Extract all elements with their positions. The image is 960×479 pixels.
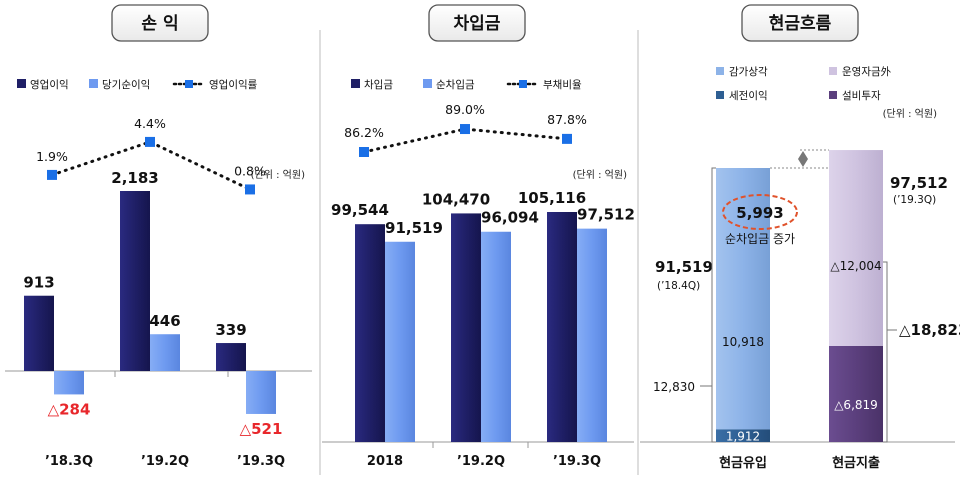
bar xyxy=(481,231,511,442)
legend-swatch xyxy=(89,79,98,88)
bar xyxy=(355,224,385,442)
category-label: 현금유입 xyxy=(719,455,767,471)
legend-marker xyxy=(185,80,193,88)
unit-label: (단위 : 억원) xyxy=(883,107,937,120)
data-label: 104,470 xyxy=(422,190,490,208)
data-label: △284 xyxy=(48,400,91,418)
bar xyxy=(385,241,415,442)
legend-swatch xyxy=(351,79,360,88)
increase-caption: 순차입금 증가 xyxy=(725,232,795,246)
legend-swatch xyxy=(423,79,432,88)
legend-label: 설비투자 xyxy=(842,90,881,102)
data-label: △521 xyxy=(240,420,283,438)
data-label: 99,544 xyxy=(331,201,389,219)
ratio-marker xyxy=(145,136,155,147)
data-label: 446 xyxy=(149,312,180,330)
bar xyxy=(120,191,150,371)
bar-capex xyxy=(829,346,883,442)
ratio-marker xyxy=(460,124,470,135)
legend-label: 감가상각 xyxy=(729,66,768,78)
ratio-label: 87.8% xyxy=(547,112,587,127)
arrow-head xyxy=(798,151,808,160)
bracket-label: △18,823 xyxy=(899,321,960,339)
arrow-head xyxy=(798,159,808,167)
bar xyxy=(54,371,84,395)
ratio-label: 86.2% xyxy=(344,125,384,140)
bracket-label: 12,830 xyxy=(653,380,695,394)
legend-swatch xyxy=(829,91,837,99)
bar xyxy=(150,334,180,371)
data-label: 96,094 xyxy=(481,209,539,227)
ratio-label: 1.9% xyxy=(36,149,68,164)
legend-marker xyxy=(519,80,527,88)
total-sub-label: (’19.3Q) xyxy=(893,194,936,206)
category-label: ’19.2Q xyxy=(457,454,505,469)
legend-swatch xyxy=(716,67,724,75)
category-label: ’19.3Q xyxy=(237,454,285,469)
panel-heading: 손 익 xyxy=(141,14,178,34)
legend-swatch xyxy=(829,67,837,75)
ratio-label: 89.0% xyxy=(445,102,485,117)
bar xyxy=(577,228,607,442)
data-label: 105,116 xyxy=(518,189,586,207)
legend-label: 영업이익률 xyxy=(209,78,258,91)
total-label: 91,519 xyxy=(655,258,713,276)
ratio-label: 4.4% xyxy=(134,116,166,131)
total-label: 97,512 xyxy=(890,174,948,192)
ratio-line xyxy=(50,140,252,191)
category-label: ’18.3Q xyxy=(45,454,93,469)
segment-label: △12,004 xyxy=(830,259,881,273)
bracket xyxy=(883,261,888,443)
ratio-marker xyxy=(562,133,572,144)
category-label: ’19.3Q xyxy=(553,454,601,469)
unit-label: (단위 : 억원) xyxy=(251,168,305,181)
segment-label: 1,912 xyxy=(726,430,760,444)
legend-label: 차입금 xyxy=(364,78,393,91)
legend-swatch xyxy=(716,91,724,99)
bar xyxy=(547,212,577,442)
legend-label: 순차입금 xyxy=(436,78,475,91)
legend-label: 세전이익 xyxy=(729,90,768,102)
legend-swatch xyxy=(17,79,26,88)
bar-pretax-profit xyxy=(716,429,770,442)
category-label: 현금지출 xyxy=(832,455,880,471)
data-label: 91,519 xyxy=(385,219,443,237)
bar-working-capital xyxy=(829,150,883,346)
panel-heading: 현금흐름 xyxy=(769,14,832,34)
ratio-label: 0.8% xyxy=(234,163,266,178)
bar xyxy=(246,371,276,414)
bracket xyxy=(711,167,716,443)
panel-heading-box xyxy=(741,4,859,42)
ratio-marker xyxy=(359,147,369,157)
legend-label: 부채비율 xyxy=(543,79,582,91)
data-label: 339 xyxy=(215,321,246,339)
panel-heading: 차입금 xyxy=(454,14,501,34)
category-label: ’19.2Q xyxy=(141,454,189,469)
data-label: 2,183 xyxy=(111,169,158,187)
increase-ellipse xyxy=(722,194,798,230)
data-label: 913 xyxy=(23,274,54,292)
unit-label: (단위 : 억원) xyxy=(573,168,627,181)
bar xyxy=(24,295,54,371)
total-sub-label: (’18.4Q) xyxy=(657,280,700,292)
data-label: 97,512 xyxy=(577,206,635,224)
panel-heading-box xyxy=(111,4,209,42)
segment-label: △6,819 xyxy=(834,398,878,412)
legend-label: 운영자금外 xyxy=(842,66,892,78)
bar xyxy=(216,343,246,371)
legend-label: 당기순이익 xyxy=(102,79,150,91)
category-label: 2018 xyxy=(367,454,403,469)
bar xyxy=(451,213,481,442)
increase-label: 5,993 xyxy=(736,204,783,222)
ratio-marker xyxy=(245,184,255,195)
ratio-marker xyxy=(47,169,57,180)
segment-label: 10,918 xyxy=(722,335,764,349)
legend-label: 영업이익 xyxy=(30,78,69,91)
bar-depreciation-base xyxy=(716,168,770,430)
panel-heading-box xyxy=(428,4,526,42)
